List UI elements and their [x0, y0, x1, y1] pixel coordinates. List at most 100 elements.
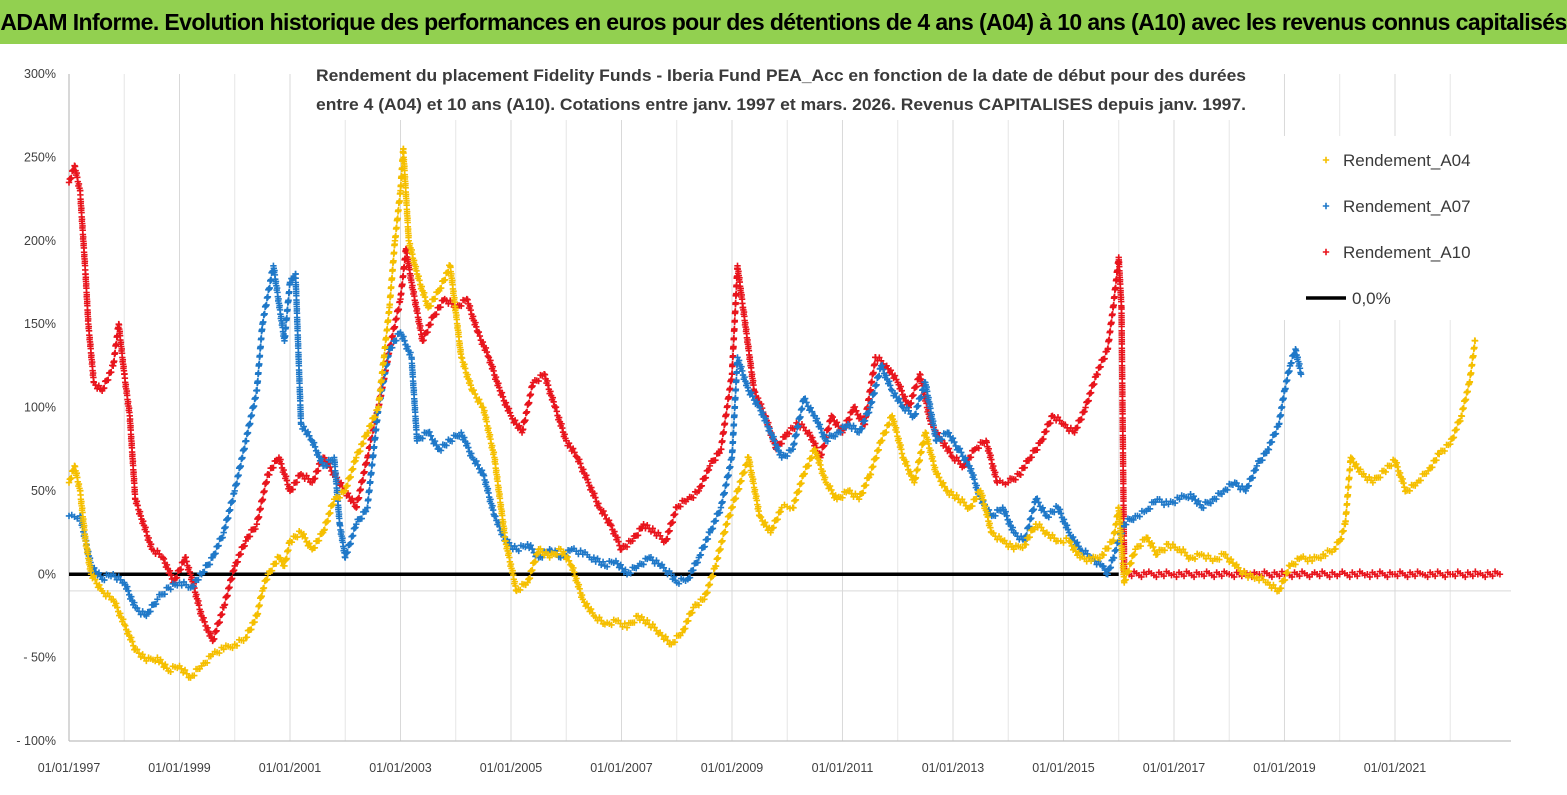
data-point [359, 477, 367, 484]
data-point [448, 438, 456, 445]
data-point [427, 321, 434, 328]
data-point [918, 393, 925, 401]
data-point [669, 518, 676, 526]
data-point [608, 522, 615, 529]
data-point [1021, 464, 1029, 471]
data-point [1091, 380, 1098, 388]
data-point [458, 429, 465, 436]
data-point [729, 352, 737, 359]
data-point [234, 558, 241, 565]
data-point [1122, 521, 1130, 528]
data-point [257, 505, 264, 512]
data-point [759, 409, 766, 416]
data-point [733, 368, 741, 375]
data-point [1128, 572, 1135, 580]
data-point [938, 436, 946, 443]
data-point [258, 335, 265, 342]
data-point [400, 272, 407, 280]
data-point [1404, 573, 1411, 581]
data-point [211, 635, 218, 643]
data-point [285, 547, 292, 554]
data-point [475, 328, 483, 336]
x-tick-labels: 01/01/1997 01/01/1999 01/01/2001 01/01/2003… [38, 761, 1427, 775]
series-marks [65, 145, 1504, 681]
data-point [1043, 428, 1050, 435]
data-point [706, 529, 714, 536]
data-point [247, 420, 254, 427]
data-point [1003, 512, 1010, 519]
data-point [732, 394, 739, 401]
data-point [437, 447, 445, 454]
data-point [207, 630, 214, 637]
chart-area: Rendement du placement Fidelity Funds - … [0, 44, 1567, 790]
data-point [358, 515, 366, 522]
data-point [256, 360, 263, 368]
data-point [851, 403, 859, 411]
data-point [443, 442, 450, 449]
data-point [1074, 424, 1081, 431]
data-point [1332, 545, 1339, 553]
data-point [143, 612, 150, 620]
data-point [398, 290, 405, 297]
data-point [873, 381, 880, 388]
data-point [241, 445, 248, 452]
data-point [821, 442, 828, 449]
data-point [483, 348, 491, 356]
data-point [468, 450, 475, 457]
data-point [733, 282, 740, 289]
data-point [719, 498, 726, 506]
data-point [723, 481, 730, 488]
data-point [756, 404, 763, 411]
data-point [963, 458, 970, 465]
data-point [527, 542, 534, 549]
data-point [1107, 328, 1114, 335]
data-point [427, 432, 435, 439]
data-point [369, 461, 376, 468]
data-point [882, 372, 890, 379]
data-point [948, 453, 955, 460]
data-point [671, 510, 679, 518]
data-point [733, 376, 740, 384]
data-point [100, 384, 108, 392]
data-point [718, 446, 725, 453]
data-point [209, 554, 216, 561]
x-tick-label: 01/01/2011 [812, 761, 874, 775]
data-point [714, 554, 722, 562]
x-tick-label: 01/01/2009 [701, 761, 764, 775]
data-point [727, 463, 734, 471]
data-point [600, 507, 607, 515]
data-point [163, 561, 171, 569]
data-point [724, 402, 731, 410]
data-point [201, 568, 208, 576]
data-point [817, 425, 825, 432]
data-point [806, 429, 813, 436]
data-point [1108, 319, 1115, 326]
data-point [1009, 524, 1016, 531]
data-point [1296, 572, 1303, 580]
data-point [1176, 496, 1183, 503]
data-point [206, 561, 214, 568]
data-point [721, 489, 729, 496]
data-point [393, 315, 400, 322]
data-point [95, 382, 103, 389]
data-point [855, 429, 863, 436]
data-point [347, 540, 354, 547]
data-point [849, 408, 856, 415]
data-point [1384, 573, 1391, 581]
data-point [1005, 479, 1012, 486]
data-point [945, 445, 953, 452]
data-point [1056, 506, 1064, 513]
data-point [1085, 397, 1092, 404]
data-point [424, 328, 431, 336]
data-point [1185, 494, 1192, 502]
data-point [712, 517, 720, 524]
data-point [437, 303, 444, 311]
y-tick-label: - 100% [16, 734, 56, 748]
data-point [285, 297, 292, 304]
data-point [910, 391, 917, 399]
data-point [511, 417, 519, 424]
data-point [1104, 345, 1112, 352]
data-point [918, 448, 925, 456]
data-point [697, 551, 705, 559]
data-point [458, 302, 465, 310]
